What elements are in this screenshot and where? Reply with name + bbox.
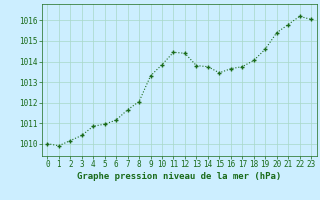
X-axis label: Graphe pression niveau de la mer (hPa): Graphe pression niveau de la mer (hPa) xyxy=(77,172,281,181)
